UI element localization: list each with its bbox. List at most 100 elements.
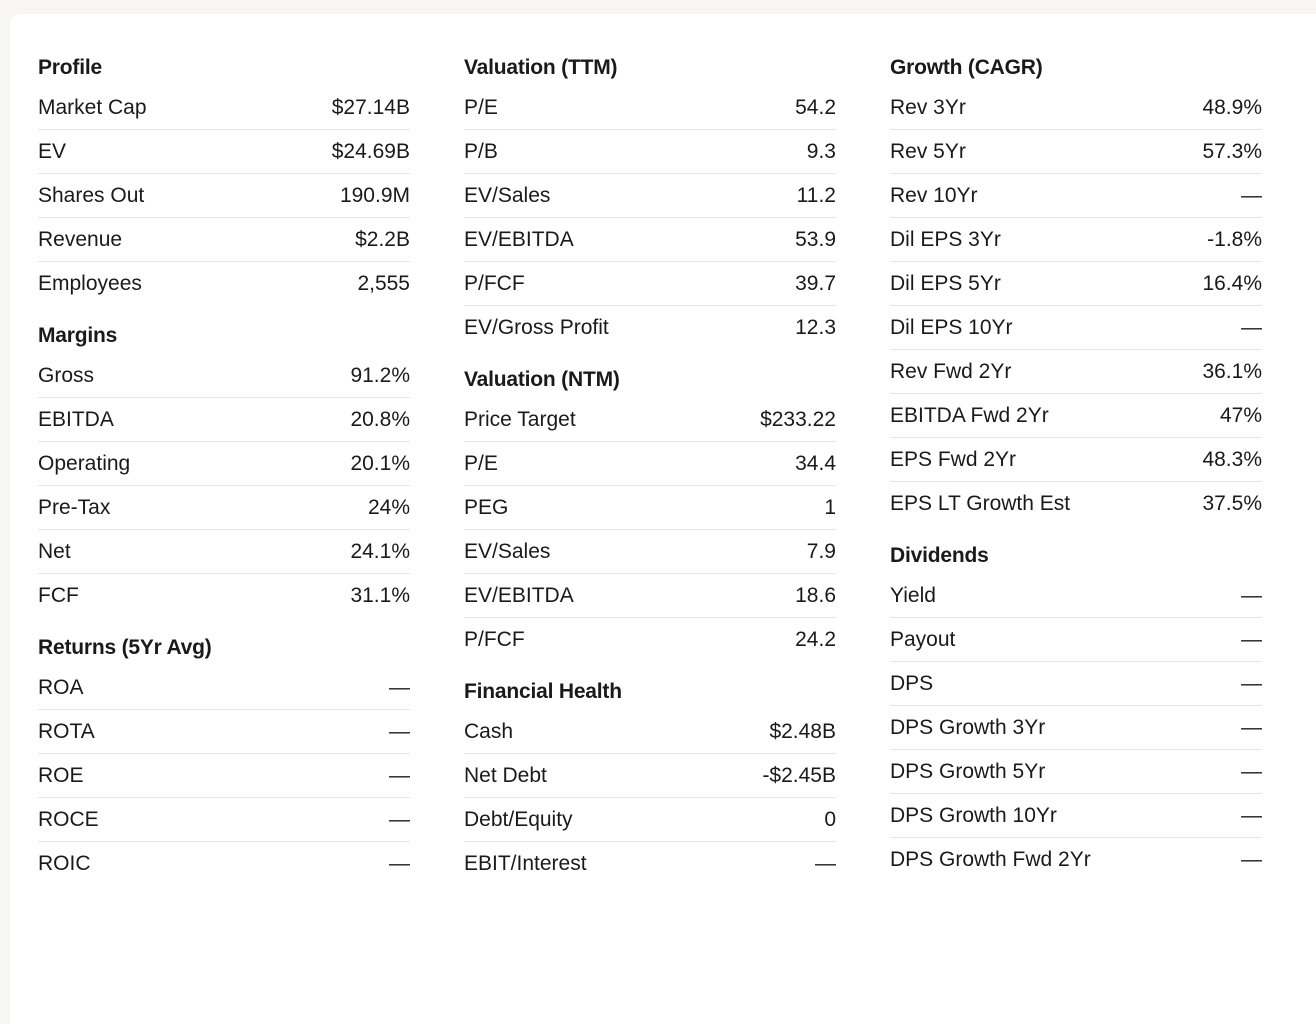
- metric-label: DPS Growth 5Yr: [890, 759, 1046, 783]
- metric-row-eps-lt-growth-est: EPS LT Growth Est 37.5%: [890, 482, 1262, 526]
- metric-value: —: [389, 675, 410, 699]
- metric-label: EV/Sales: [464, 183, 551, 207]
- metric-label: Employees: [38, 272, 142, 295]
- metric-label: Gross: [38, 363, 95, 387]
- metric-value: $24.69B: [331, 139, 410, 163]
- metric-row-gross: Gross 91.2%: [38, 354, 410, 398]
- section-title: Profile: [38, 56, 102, 79]
- metric-value: 24%: [367, 495, 410, 519]
- metric-value: 36.1%: [1202, 359, 1262, 383]
- section-title: Margins: [38, 324, 118, 347]
- section-dividends: Dividends Yield — Payout — DPS — DPS Growth 3Yr…: [890, 540, 1262, 882]
- metric-value: 7.9: [806, 539, 836, 563]
- metric-value: 31.1%: [350, 584, 410, 607]
- metric-row-ev-sales: EV/Sales 7.9: [464, 530, 836, 574]
- section-title: Financial Health: [464, 680, 622, 703]
- metric-row-dil-eps-5yr: Dil EPS 5Yr 16.4%: [890, 262, 1262, 306]
- metric-value: $27.14B: [331, 95, 410, 119]
- metric-row-roce: ROCE —: [38, 798, 410, 842]
- metric-label: DPS Growth 3Yr: [890, 715, 1046, 739]
- metric-label: ROA: [38, 675, 84, 699]
- metric-value: —: [1241, 715, 1262, 739]
- metric-value: 190.9M: [339, 183, 410, 207]
- metric-row-roe: ROE —: [38, 754, 410, 798]
- metric-row-peg: PEG 1: [464, 486, 836, 530]
- metric-value: -$2.45B: [762, 763, 836, 787]
- metric-row-p-fcf: P/FCF 24.2: [464, 618, 836, 662]
- metric-label: Rev 10Yr: [890, 183, 978, 207]
- section-returns-5yr-avg: Returns (5Yr Avg) ROA — ROTA — ROE — ROCE — ROIC —: [38, 632, 410, 886]
- metric-row-ebitda: EBITDA 20.8%: [38, 398, 410, 442]
- metric-row-price-target: Price Target $233.22: [464, 398, 836, 442]
- metric-row-ev-ebitda: EV/EBITDA 18.6: [464, 574, 836, 618]
- metric-value: 91.2%: [350, 363, 410, 387]
- metric-value: 9.3: [806, 139, 836, 163]
- metric-row-revenue: Revenue $2.2B: [38, 218, 410, 262]
- metric-label: Payout: [890, 627, 956, 651]
- metric-row-rev-3yr: Rev 3Yr 48.9%: [890, 86, 1262, 130]
- metric-value: $2.2B: [355, 227, 410, 251]
- metric-row-dil-eps-10yr: Dil EPS 10Yr —: [890, 306, 1262, 350]
- metric-label: EV: [38, 139, 67, 163]
- metric-label: P/E: [464, 95, 498, 119]
- section-valuation-ntm: Valuation (NTM) Price Target $233.22 P/E 34.…: [464, 364, 836, 662]
- metric-label: EV/EBITDA: [464, 583, 574, 607]
- metric-label: DPS Growth Fwd 2Yr: [890, 848, 1091, 871]
- metric-value: 12.3: [795, 316, 836, 339]
- metric-value: 47%: [1219, 403, 1262, 427]
- metric-label: P/B: [464, 139, 498, 163]
- metric-value: 2,555: [357, 272, 410, 295]
- metric-row-ebitda-fwd-2yr: EBITDA Fwd 2Yr 47%: [890, 394, 1262, 438]
- metric-row-dps-growth-3yr: DPS Growth 3Yr —: [890, 706, 1262, 750]
- metric-label: DPS: [890, 671, 934, 695]
- metric-label: EV/Gross Profit: [464, 316, 609, 339]
- metric-row-pre-tax: Pre-Tax 24%: [38, 486, 410, 530]
- metric-value: —: [389, 763, 410, 787]
- metric-label: P/FCF: [464, 628, 525, 651]
- metric-row-ev-gross-profit: EV/Gross Profit 12.3: [464, 306, 836, 350]
- metric-row-p-e: P/E 34.4: [464, 442, 836, 486]
- metric-label: EBITDA Fwd 2Yr: [890, 403, 1049, 427]
- metric-label: Debt/Equity: [464, 807, 573, 831]
- metric-row-p-e: P/E 54.2: [464, 86, 836, 130]
- metric-value: —: [389, 719, 410, 743]
- metric-row-p-fcf: P/FCF 39.7: [464, 262, 836, 306]
- metric-label: P/E: [464, 451, 498, 475]
- section-title: Valuation (NTM): [464, 368, 620, 391]
- metric-label: Dil EPS 10Yr: [890, 315, 1013, 339]
- section-title: Returns (5Yr Avg): [38, 636, 212, 659]
- metric-value: 0: [824, 807, 836, 831]
- metric-label: Dil EPS 3Yr: [890, 227, 1001, 251]
- metric-label: EV/Sales: [464, 539, 551, 563]
- metric-label: EPS Fwd 2Yr: [890, 447, 1017, 471]
- metric-value: 24.2: [795, 628, 836, 651]
- metric-label: ROE: [38, 763, 84, 787]
- metric-value: 48.9%: [1202, 95, 1262, 119]
- metric-value: 53.9: [795, 227, 836, 251]
- metric-value: 1: [824, 495, 836, 519]
- section-profile: Profile Market Cap $27.14B EV $24.69B Shares …: [38, 52, 410, 306]
- metric-row-ev: EV $24.69B: [38, 130, 410, 174]
- metric-label: P/FCF: [464, 271, 525, 295]
- metric-label: EBITDA: [38, 407, 114, 431]
- metric-label: ROCE: [38, 807, 99, 831]
- metric-value: $233.22: [760, 407, 836, 431]
- metric-label: Revenue: [38, 227, 123, 251]
- metric-row-market-cap: Market Cap $27.14B: [38, 86, 410, 130]
- metric-row-ev-sales: EV/Sales 11.2: [464, 174, 836, 218]
- section-title: Dividends: [890, 544, 989, 567]
- metric-value: 54.2: [795, 95, 836, 119]
- metric-value: —: [1241, 759, 1262, 783]
- metric-row-rev-5yr: Rev 5Yr 57.3%: [890, 130, 1262, 174]
- section-title: Valuation (TTM): [464, 56, 618, 79]
- metric-label: Net: [38, 539, 71, 563]
- metric-row-dps: DPS —: [890, 662, 1262, 706]
- metric-value: 48.3%: [1202, 447, 1262, 471]
- metric-label: DPS Growth 10Yr: [890, 803, 1057, 827]
- metric-row-cash: Cash $2.48B: [464, 710, 836, 754]
- metric-row-net-debt: Net Debt -$2.45B: [464, 754, 836, 798]
- metric-row-dps-growth-fwd-2yr: DPS Growth Fwd 2Yr —: [890, 838, 1262, 882]
- metric-label: EV/EBITDA: [464, 227, 574, 251]
- metric-value: 18.6: [795, 583, 836, 607]
- metric-value: 11.2: [796, 183, 836, 207]
